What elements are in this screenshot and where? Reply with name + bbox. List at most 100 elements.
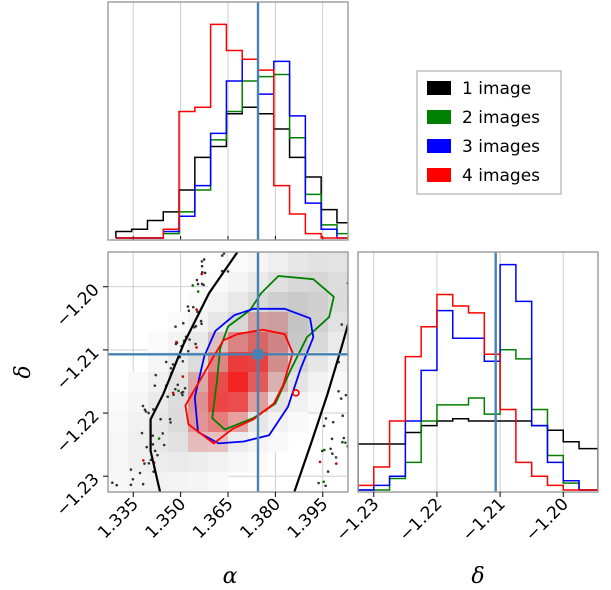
truth-marker <box>253 349 263 360</box>
sample-point <box>200 260 204 263</box>
sample-point <box>157 437 161 440</box>
density-cell-gray <box>188 452 209 473</box>
sample-point <box>177 389 180 393</box>
sample-point <box>350 262 353 265</box>
sample-point <box>151 434 155 437</box>
density-cell-gray <box>328 272 348 293</box>
sample-point <box>380 281 383 284</box>
delta-x-tick-label: −1.23 <box>332 494 383 545</box>
sample-point <box>320 449 324 453</box>
density-cell-gray <box>328 252 348 273</box>
density-cell-red <box>188 432 209 453</box>
density-cell-red <box>228 392 249 413</box>
density-cell-gray <box>148 412 169 433</box>
sample-point <box>147 411 150 415</box>
density-cell-gray <box>228 292 249 313</box>
sample-point <box>196 282 200 286</box>
legend-swatch <box>427 81 451 95</box>
sample-point <box>153 384 157 387</box>
sample-point <box>355 435 358 438</box>
sample-point <box>183 386 187 390</box>
legend-label: 1 image <box>462 79 531 99</box>
sample-point <box>199 319 203 323</box>
legend: 1 image 2 images 3 images 4 images <box>416 70 562 195</box>
sample-point <box>324 417 328 420</box>
y-tick-label: −1.23 <box>53 470 104 521</box>
sample-point <box>181 321 185 325</box>
sample-point <box>195 308 198 311</box>
sample-point <box>222 252 226 255</box>
density-cell-gray <box>188 432 209 453</box>
sample-point <box>329 447 332 451</box>
density-cell-red <box>228 412 249 433</box>
density-cell-gray <box>168 452 189 473</box>
sample-point <box>334 456 338 459</box>
sample-point <box>367 311 370 314</box>
x-tick-label: 1.350 <box>142 494 191 543</box>
sample-point <box>337 389 340 393</box>
sample-point <box>194 324 198 328</box>
density-cell-gray <box>208 292 229 313</box>
x-tick-label: 1.365 <box>189 494 238 543</box>
sample-point <box>111 481 114 485</box>
alpha-hist-3-images <box>115 58 348 239</box>
density-cell-gray <box>268 352 289 373</box>
density-cell-gray <box>288 352 309 373</box>
sample-point <box>344 441 347 444</box>
x-tick-label: 1.380 <box>236 494 285 543</box>
density-cell-gray <box>148 372 169 393</box>
density-cell-gray <box>128 372 149 393</box>
density-cell-gray <box>188 392 209 413</box>
delta-hist-1-image <box>358 417 598 490</box>
sample-point <box>340 323 344 326</box>
delta-hist-4-images <box>358 293 598 491</box>
density-cell-gray <box>128 452 149 473</box>
delta-x-tick-label: −1.22 <box>395 494 446 545</box>
sample-point <box>142 459 145 462</box>
sample-point <box>141 404 145 408</box>
sample-point <box>367 338 370 341</box>
sample-point <box>342 436 346 440</box>
sample-point <box>352 404 355 407</box>
sample-point <box>371 282 374 285</box>
sample-point <box>115 483 119 487</box>
sample-point <box>168 417 172 421</box>
sample-point <box>141 482 145 486</box>
contour-1-image-right <box>293 324 348 492</box>
density-cell-gray <box>108 412 129 433</box>
sample-point <box>220 254 224 257</box>
legend-swatch <box>427 110 451 124</box>
density-cell-gray <box>308 312 329 333</box>
sample-point <box>151 443 155 446</box>
sample-point <box>368 277 371 280</box>
density-cell-gray <box>288 412 309 433</box>
sample-point <box>162 443 166 447</box>
sample-point <box>174 325 177 328</box>
density-cell-gray <box>168 412 189 433</box>
legend-label: 4 images <box>462 166 540 186</box>
delta-x-tick-label: −1.21 <box>459 494 510 545</box>
sample-point <box>324 484 327 488</box>
sample-point <box>352 370 355 373</box>
sample-point <box>369 261 372 264</box>
density-cell-gray <box>308 372 329 393</box>
sample-point <box>186 305 190 308</box>
sample-point <box>154 373 158 377</box>
sample-point <box>364 327 367 330</box>
density-cell-gray <box>288 392 309 413</box>
contour-1-image-left <box>149 252 239 492</box>
x-axis-label-delta: δ <box>471 564 484 589</box>
sample-point <box>195 278 199 282</box>
alpha-hist-1-image <box>115 106 348 238</box>
sample-point <box>153 449 157 453</box>
sample-point <box>331 420 335 424</box>
sample-point <box>159 417 162 421</box>
sample-point <box>351 466 354 469</box>
sample-point <box>339 397 343 400</box>
density-cell-gray <box>308 252 329 273</box>
density-cell-red <box>228 372 249 393</box>
density-cell-gray <box>148 432 169 453</box>
sample-point <box>129 483 133 487</box>
